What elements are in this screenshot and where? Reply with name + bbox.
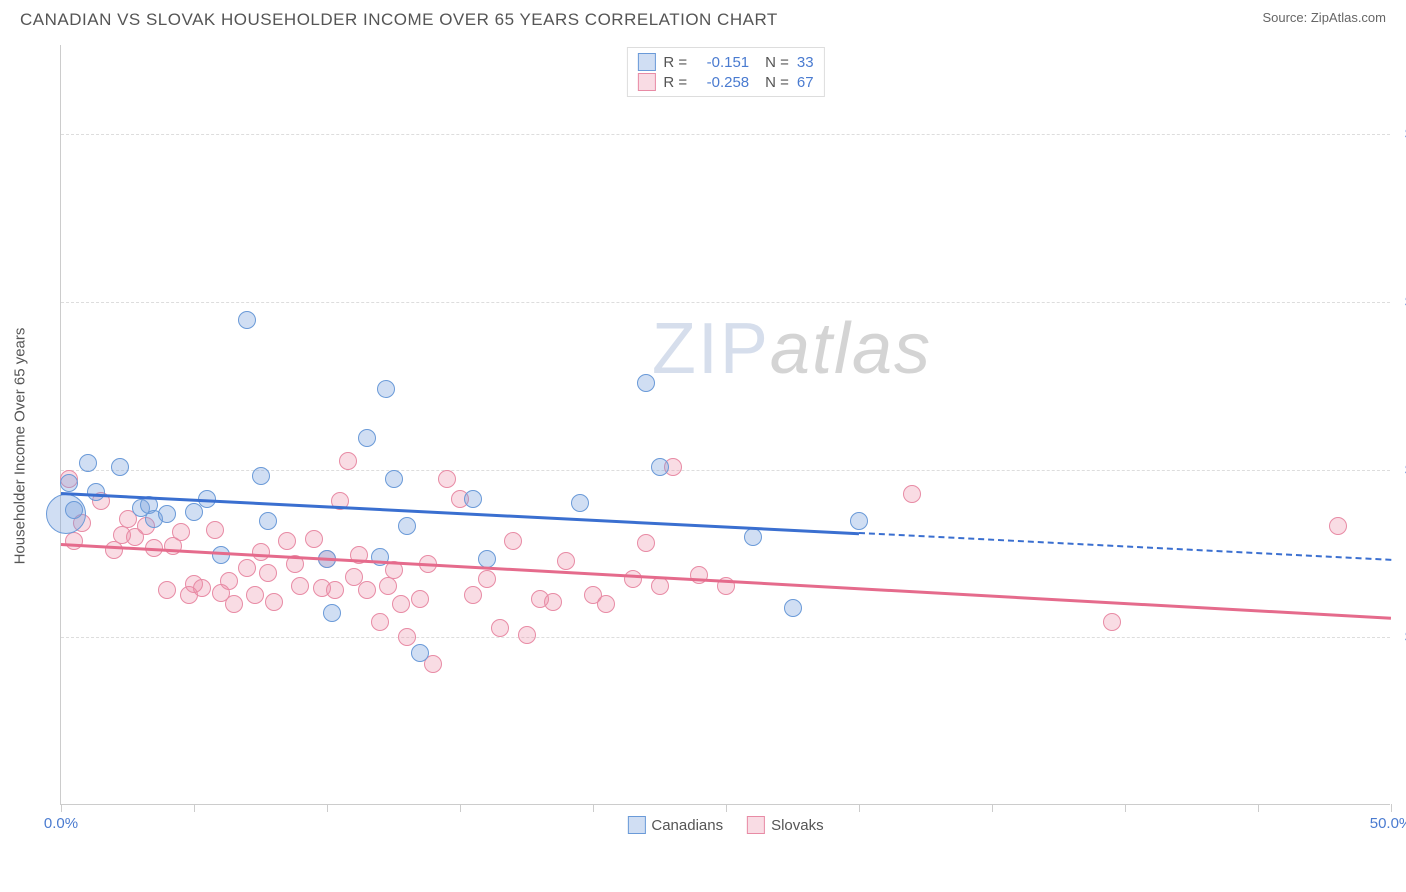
data-point [158,505,176,523]
data-point [65,501,83,519]
watermark: ZIPatlas [652,308,932,390]
data-point [252,467,270,485]
data-point [438,470,456,488]
data-point [60,474,78,492]
data-point [238,559,256,577]
data-point [518,626,536,644]
gridline [61,134,1390,135]
x-tick [859,804,860,812]
y-tick-label: $75,000 [1395,461,1406,478]
data-point [651,577,669,595]
data-point [87,483,105,501]
data-point [464,490,482,508]
data-point [105,541,123,559]
x-tick [1258,804,1259,812]
chart-title: CANADIAN VS SLOVAK HOUSEHOLDER INCOME OV… [20,10,778,30]
legend-item-canadians: Canadians [627,816,723,834]
data-point [158,581,176,599]
data-point [246,586,264,604]
data-point [265,593,283,611]
data-point [291,577,309,595]
data-point [225,595,243,613]
data-point [478,570,496,588]
legend-row-slovaks: R = -0.258 N = 67 [637,72,813,92]
correlation-legend: R = -0.151 N = 33 R = -0.258 N = 67 [626,47,824,97]
data-point [637,534,655,552]
data-point [504,532,522,550]
data-point [326,581,344,599]
data-point [398,628,416,646]
data-point [491,619,509,637]
x-tick [194,804,195,812]
data-point [339,452,357,470]
data-point [784,599,802,617]
trend-line-extrapolated [859,532,1391,561]
data-point [411,644,429,662]
data-point [358,429,376,447]
data-point [744,528,762,546]
x-tick [593,804,594,812]
data-point [850,512,868,530]
scatter-chart: ZIPatlas R = -0.151 N = 33 R = -0.258 N … [60,45,1390,805]
data-point [259,564,277,582]
x-tick [327,804,328,812]
data-point [278,532,296,550]
gridline [61,302,1390,303]
data-point [624,570,642,588]
trend-line [61,543,1391,619]
data-point [79,454,97,472]
data-point [637,374,655,392]
x-tick [726,804,727,812]
data-point [379,577,397,595]
data-point [252,543,270,561]
swatch-canadians-icon [627,816,645,834]
data-point [185,503,203,521]
swatch-slovaks-icon [747,816,765,834]
series-legend: Canadians Slovaks [627,816,823,834]
data-point [358,581,376,599]
data-point [385,470,403,488]
y-tick-label: $112,500 [1395,294,1406,311]
data-point [193,579,211,597]
legend-row-canadians: R = -0.151 N = 33 [637,52,813,72]
y-tick-label: $150,000 [1395,126,1406,143]
data-point [172,523,190,541]
data-point [392,595,410,613]
data-point [1329,517,1347,535]
data-point [1103,613,1121,631]
data-point [464,586,482,604]
data-point [259,512,277,530]
data-point [371,613,389,631]
x-tick [992,804,993,812]
x-tick-label: 0.0% [44,815,78,832]
data-point [206,521,224,539]
data-point [65,532,83,550]
data-point [238,311,256,329]
data-point [571,494,589,512]
data-point [557,552,575,570]
y-tick-label: $37,500 [1395,629,1406,646]
data-point [903,485,921,503]
data-point [323,604,341,622]
x-tick [1125,804,1126,812]
data-point [651,458,669,476]
data-point [597,595,615,613]
data-point [377,380,395,398]
x-tick [1391,804,1392,812]
swatch-canadians-icon [637,53,655,71]
data-point [411,590,429,608]
x-tick [460,804,461,812]
data-point [398,517,416,535]
legend-item-slovaks: Slovaks [747,816,824,834]
data-point [544,593,562,611]
source-attribution: Source: ZipAtlas.com [1262,10,1386,30]
swatch-slovaks-icon [637,73,655,91]
x-tick [61,804,62,812]
y-axis-label: Householder Income Over 65 years [12,328,29,565]
data-point [111,458,129,476]
gridline [61,637,1390,638]
data-point [220,572,238,590]
data-point [305,530,323,548]
x-tick-label: 50.0% [1370,815,1406,832]
